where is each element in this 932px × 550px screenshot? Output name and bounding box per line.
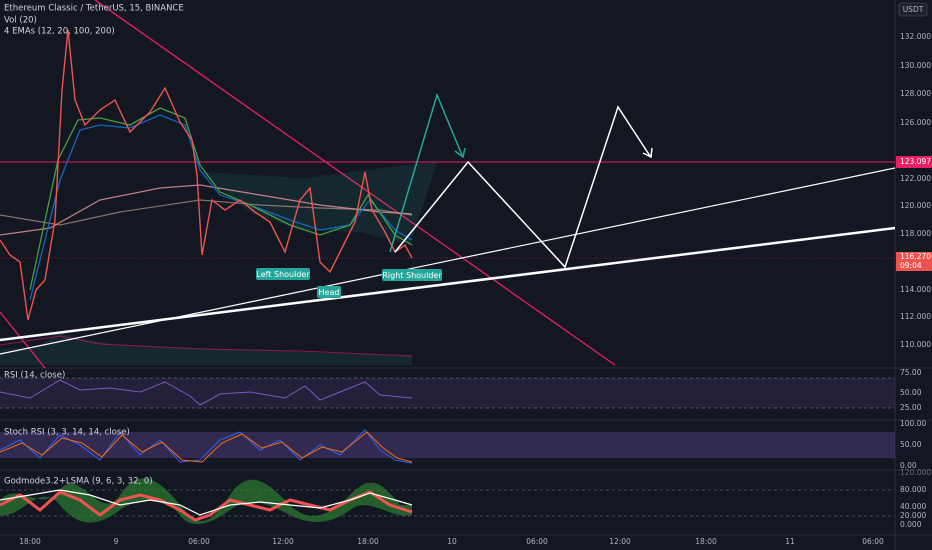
price-tick: 126.000	[900, 118, 931, 127]
pane-tick: 80.000	[900, 485, 926, 494]
price-tick: 118.000	[900, 229, 931, 238]
arrow-head	[454, 147, 466, 159]
indicator-label: Vol (20)	[4, 16, 37, 26]
stoch-band	[0, 432, 895, 458]
pane-tick: 25.00	[900, 403, 922, 412]
price-tick: 110.000	[900, 340, 931, 349]
indicator-label: 4 EMAs (12, 20, 100, 200)	[4, 27, 115, 37]
ema-12	[29, 107, 413, 291]
resistance-label: 123.097	[900, 157, 931, 166]
countdown-label: 09:04	[900, 261, 922, 270]
price	[0, 29, 413, 321]
price-tick: 120.000	[900, 201, 931, 210]
annotation: Head	[319, 288, 340, 297]
currency-button[interactable]	[898, 2, 928, 17]
pane-tick: 0.00	[900, 461, 917, 470]
rsi-band	[0, 378, 895, 408]
rsi-line	[0, 379, 413, 406]
currency-label: USDT	[903, 5, 924, 14]
time-tick: 18:00	[695, 537, 717, 546]
time-tick: 9	[114, 537, 119, 546]
time-tick: 18:00	[357, 537, 379, 546]
support-line	[0, 167, 896, 355]
time-tick: 12:00	[272, 537, 294, 546]
time-tick: 06:00	[526, 537, 548, 546]
price-tick: 130.000	[900, 61, 931, 70]
price-tick: 132.000	[900, 32, 931, 41]
godmode-line	[0, 490, 413, 522]
price-label-box	[896, 252, 932, 271]
pane-tick: 50.00	[900, 388, 922, 397]
pane-tick: 120.000	[900, 468, 931, 477]
pane-tick: 0.000	[900, 520, 922, 529]
volume	[0, 332, 412, 365]
ema-20	[29, 114, 413, 301]
pane-title: Godmode3.2+LSMA (9, 6, 3, 32, 0)	[4, 477, 153, 487]
lsma-line	[0, 489, 413, 516]
time-tick: 18:00	[19, 537, 41, 546]
pane-tick: 50.00	[900, 440, 922, 449]
time-tick: 10	[447, 537, 457, 546]
price-tick: 128.000	[900, 89, 931, 98]
ema-100	[0, 184, 413, 236]
trendline	[0, 311, 46, 369]
annotation: Right Shoulder	[382, 271, 442, 280]
price-tick: 112.000	[900, 312, 931, 321]
arrow-head	[642, 147, 653, 159]
stoch-d	[0, 431, 413, 463]
pane-title: Stoch RSI (3, 3, 14, 14, close)	[4, 428, 130, 438]
time-tick: 06:00	[188, 537, 210, 546]
annotation-box	[256, 268, 310, 280]
pane-tick: 75.00	[900, 368, 922, 377]
pane-tick: 20.000	[900, 511, 926, 520]
trendline	[94, 0, 616, 366]
pattern-area	[200, 162, 437, 245]
projection	[394, 105, 651, 269]
support-line	[0, 226, 896, 342]
price-label-box	[896, 156, 932, 168]
pane-tick: 40.000	[900, 502, 926, 511]
pane-title: RSI (14, close)	[4, 371, 65, 381]
price-tick: 122.000	[900, 174, 931, 183]
pane-tick: 100.00	[900, 419, 926, 428]
projection	[389, 92, 463, 253]
symbol-title: Ethereum Classic / TetherUS, 15, BINANCE	[4, 4, 184, 14]
ema-200	[0, 199, 413, 226]
annotation-box	[382, 269, 442, 281]
volume-ma	[0, 335, 413, 357]
time-tick: 12:00	[609, 537, 631, 546]
price-tick: 114.000	[900, 285, 931, 294]
annotation: Left Shoulder	[256, 270, 310, 279]
time-tick: 06:00	[862, 537, 884, 546]
time-tick: 11	[785, 537, 795, 546]
annotation-box	[317, 286, 341, 298]
last-price-label: 116.270	[900, 252, 931, 261]
